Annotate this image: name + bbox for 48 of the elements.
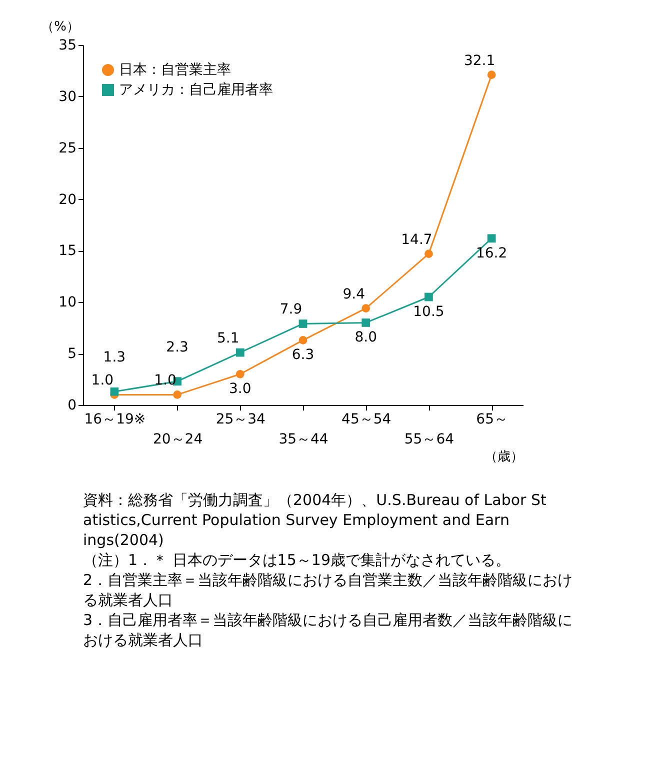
x-tick-label: 35～44	[278, 432, 328, 448]
data-label: 8.0	[354, 330, 377, 346]
x-tick-label: 65～	[476, 412, 508, 428]
x-tick-label: 20～24	[152, 432, 203, 448]
point	[236, 348, 244, 357]
x-tick-label: 16～19※	[84, 412, 146, 428]
point	[298, 320, 308, 328]
point	[298, 336, 308, 344]
x-tick-label: 45～54	[342, 412, 392, 428]
y-tick-label: 15	[58, 243, 76, 260]
legend-label: 日本：自営業主率	[119, 62, 231, 78]
point	[173, 390, 182, 399]
y-tick-label: 30	[58, 88, 76, 105]
data-label: 32.1	[464, 52, 496, 69]
y-axis-title: （%）	[41, 20, 80, 34]
text: 資料：総務省「労働力調査」（2004年）、U.S.Bureau of Labor Statistics,Current Population Survey Employment and Earnings(2004)	[83, 491, 546, 549]
text: 3．自己雇用者率＝当該年齢階級における自己雇用者数／当該年齢階級における就業者人口	[83, 611, 573, 649]
data-label: 1.0	[91, 372, 114, 389]
data-label: 7.9	[280, 302, 302, 318]
x-axis-title: （歳）	[484, 450, 524, 464]
data-label: 3.0	[229, 381, 252, 398]
data-label: 16.2	[476, 245, 508, 262]
data-label: 14.7	[401, 232, 432, 248]
data-label: 5.1	[217, 330, 240, 347]
y-tick-label: 35	[58, 38, 76, 54]
point	[110, 387, 119, 396]
x-tick-label: 25～34	[216, 412, 266, 428]
data-label: 1.3	[103, 350, 126, 366]
y-tick-label: 20	[58, 192, 76, 208]
point	[487, 70, 496, 80]
point	[424, 292, 433, 302]
data-label: 9.4	[342, 286, 366, 302]
point	[362, 304, 370, 312]
data-label: 6.3	[292, 347, 314, 364]
text: 2．自営業主率＝当該年齢階級における自営業主数／当該年齢階級における就業者人口	[83, 571, 573, 609]
point	[424, 250, 433, 258]
y-tick-label: 5	[68, 346, 76, 362]
data-label: 10.5	[413, 304, 444, 320]
legend-label: アメリカ：自己雇用者率	[119, 82, 273, 98]
y-tick-label: 0	[68, 398, 76, 414]
point	[487, 234, 496, 243]
text: （注）1．＊ 日本のデータは15～19歳で集計がなされている。	[83, 551, 510, 569]
y-tick-label: 10	[58, 294, 76, 311]
data-label: 2.3	[166, 339, 188, 356]
y-tick-label: 25	[58, 140, 76, 156]
point	[236, 370, 244, 378]
point	[362, 318, 370, 327]
x-tick-label: 55～64	[404, 432, 454, 448]
